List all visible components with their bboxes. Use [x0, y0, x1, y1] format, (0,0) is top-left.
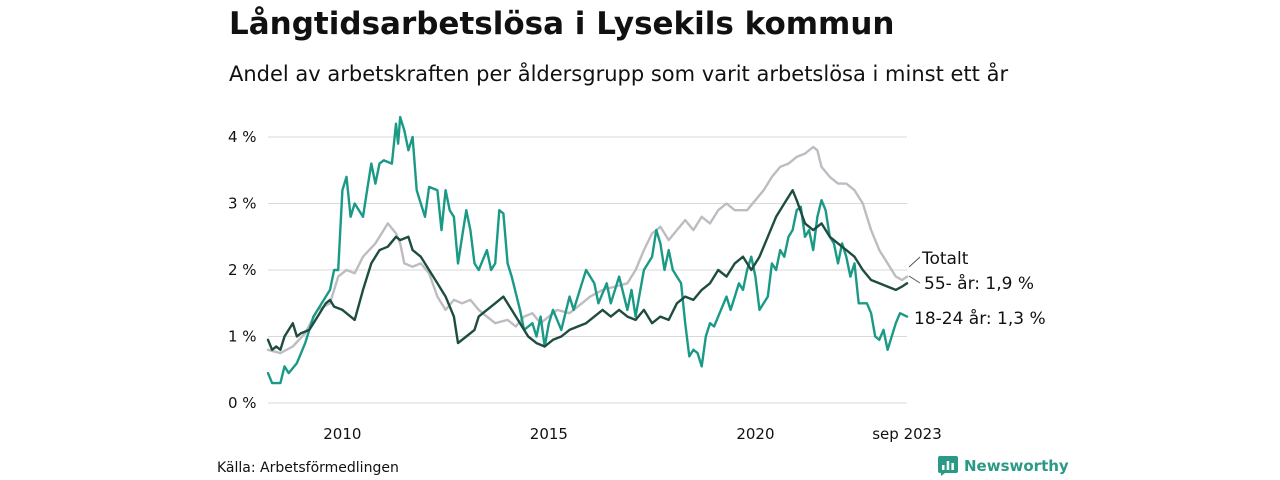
newsworthy-logo: Newsworthy — [938, 456, 1069, 476]
series-end-label: 18-24 år: 1,3 % — [914, 308, 1046, 329]
logo-text: Newsworthy — [964, 457, 1069, 475]
series-line-18-24-r — [266, 115, 909, 385]
series-line-55-r — [266, 145, 909, 355]
leader-line — [908, 256, 921, 268]
source-note: Källa: Arbetsförmedlingen — [217, 460, 399, 476]
series-end-label: 55- år: 1,9 % — [924, 273, 1034, 294]
x-tick-label: 2015 — [530, 425, 568, 443]
y-tick-label: 3 % — [228, 195, 257, 213]
bar-chart-icon — [938, 456, 958, 476]
series-line-totalt — [266, 189, 909, 351]
x-tick-label: 2020 — [736, 425, 774, 443]
x-tick-label: 2010 — [323, 425, 361, 443]
lines-layer — [266, 115, 909, 385]
labels-layer: 0 % 1 % 2 % 3 % 4 % 2010 2015 2020 sep 2023 55- å… — [228, 128, 1046, 443]
y-tick-label: 0 % — [228, 394, 257, 412]
y-tick-label: 4 % — [228, 128, 257, 146]
x-tick-label: sep 2023 — [872, 425, 942, 443]
chart-subtitle: Andel av arbetskraften per åldersgrupp s… — [229, 62, 1009, 86]
y-tick-label: 1 % — [228, 328, 257, 346]
y-tick-label: 2 % — [228, 261, 257, 279]
chart-title: Långtidsarbetslösa i Lysekils kommun — [229, 6, 895, 42]
series-end-label: Totalt — [921, 249, 969, 269]
leader-line — [908, 275, 921, 284]
